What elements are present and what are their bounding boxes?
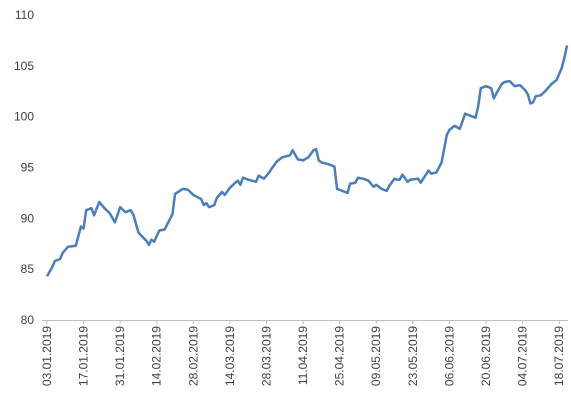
x-tick-label: 23.05.2019: [406, 326, 420, 386]
y-tick-label: 90: [21, 211, 35, 225]
x-tick-label: 06.06.2019: [442, 326, 456, 386]
x-tick-label: 03.01.2019: [40, 326, 54, 386]
y-tick-label: 105: [14, 59, 34, 73]
y-tick-label: 85: [21, 262, 35, 276]
y-tick-label: 95: [21, 161, 35, 175]
x-tick-label: 14.03.2019: [223, 326, 237, 386]
x-tick-label: 31.01.2019: [113, 326, 127, 386]
y-tick-label: 110: [15, 8, 34, 22]
x-tick-label: 11.04.2019: [296, 326, 310, 385]
y-tick-label: 80: [21, 313, 35, 327]
x-tick-label: 20.06.2019: [479, 326, 493, 386]
x-tick-label: 09.05.2019: [369, 326, 383, 386]
x-tick-label: 04.07.2019: [516, 326, 530, 386]
data-line: [45, 45, 569, 277]
x-tick-label: 25.04.2019: [333, 326, 347, 386]
y-tick-label: 100: [14, 110, 34, 124]
x-tick-label: 28.03.2019: [259, 326, 273, 386]
x-tick-label: 17.01.2019: [77, 326, 91, 386]
x-tick-label: 28.02.2019: [186, 326, 200, 386]
x-tick-label: 18.07.2019: [552, 326, 566, 386]
x-tick-label: 14.02.2019: [150, 326, 164, 386]
